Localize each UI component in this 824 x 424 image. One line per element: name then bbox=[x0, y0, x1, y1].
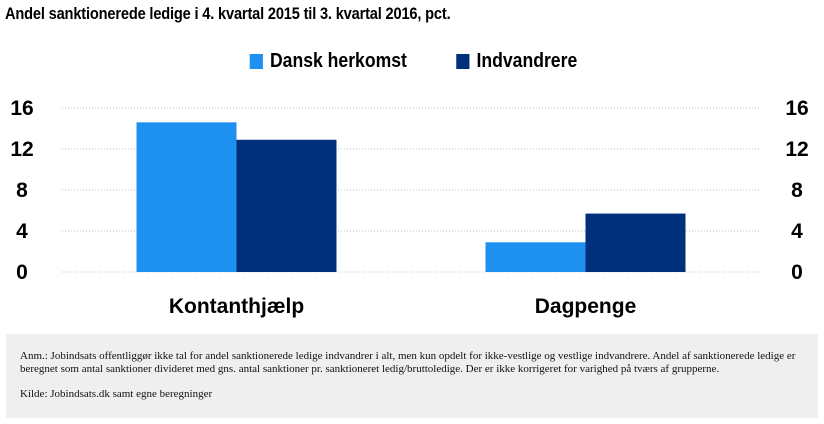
y-axis-right: 0 4 8 12 16 bbox=[785, 97, 808, 284]
bar bbox=[485, 242, 586, 272]
legend-swatch-indvandrere bbox=[455, 54, 470, 69]
legend-swatch-dansk bbox=[249, 54, 263, 69]
y-tick-label-right: 12 bbox=[785, 138, 808, 161]
y-tick-label-left: 12 bbox=[10, 138, 33, 161]
legend-item-dansk: Dansk herkomst bbox=[249, 50, 407, 73]
y-tick-label-left: 4 bbox=[16, 220, 28, 243]
x-category-label: Kontanthjælp bbox=[169, 295, 304, 318]
y-tick-label-left: 8 bbox=[16, 179, 28, 202]
bars bbox=[136, 122, 686, 272]
legend: Dansk herkomst Indvandrere bbox=[0, 50, 824, 73]
y-tick-label-right: 8 bbox=[791, 179, 803, 202]
bar bbox=[236, 139, 337, 272]
x-category-label: Dagpenge bbox=[535, 295, 637, 318]
y-tick-label-left: 0 bbox=[16, 261, 28, 284]
legend-label-dansk: Dansk herkomst bbox=[269, 50, 407, 72]
legend-label-indvandrere: Indvandrere bbox=[476, 50, 577, 72]
y-tick-label-left: 16 bbox=[10, 97, 33, 120]
bar-chart: 0 4 8 12 16 0 4 8 12 16 Kontanthjælp Dagpenge bbox=[10, 97, 808, 318]
y-tick-label-right: 0 bbox=[791, 261, 803, 284]
bar bbox=[136, 122, 237, 272]
x-axis: Kontanthjælp Dagpenge bbox=[169, 295, 636, 318]
bar bbox=[585, 213, 686, 272]
y-tick-label-right: 16 bbox=[785, 97, 808, 120]
legend-item-indvandrere: Indvandrere bbox=[455, 50, 577, 73]
chart-title: Andel sanktionerede ledige i 4. kvartal … bbox=[5, 4, 451, 23]
source-text: Kilde: Jobindsats.dk samt egne beregning… bbox=[20, 388, 213, 400]
note-text: Anm.: Jobindsats offentliggør ikke tal f… bbox=[20, 350, 796, 375]
y-tick-label-right: 4 bbox=[791, 220, 803, 243]
gridlines bbox=[62, 107, 760, 273]
note-box: Anm.: Jobindsats offentliggør ikke tal f… bbox=[6, 334, 818, 418]
y-axis-left: 0 4 8 12 16 bbox=[10, 97, 33, 284]
